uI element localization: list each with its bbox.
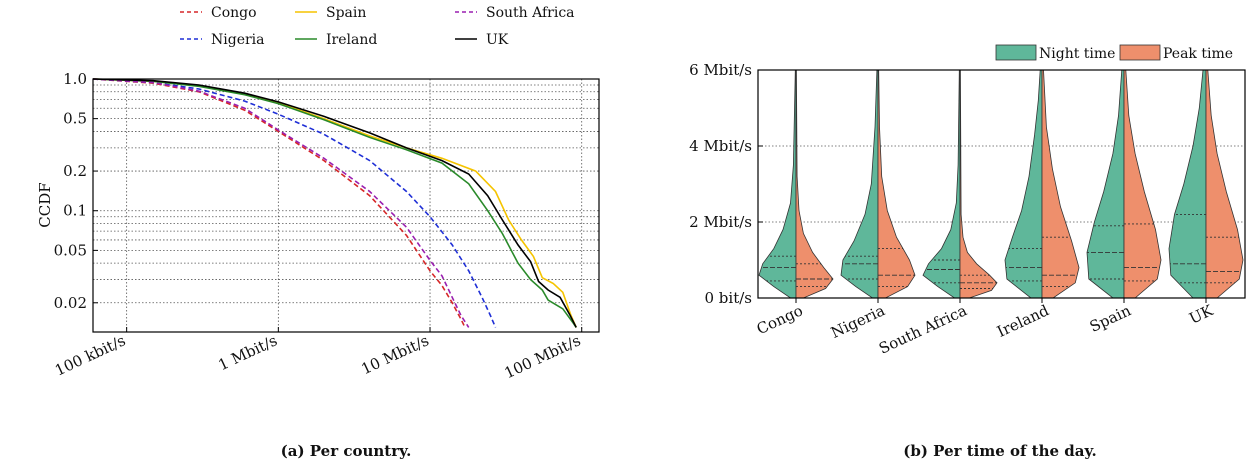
legend-label-night-time: Night time [1039,46,1115,62]
ccdf-y-tick-label: 0.05 [54,241,87,259]
legend-swatch-night-time [995,44,1037,61]
ccdf-chart: 1.0 0.5 0.2 0.1 0.05 0.02 100 kbit/s 1 Mbit/s 10… [36,5,600,382]
violin-night-time-south-africa [922,69,961,299]
violin-x-tick-label: UK [1186,301,1216,328]
violin-x-tick-label: South Africa [876,301,970,357]
ccdf-y-tick-label: 0.5 [63,110,87,128]
violin-y-tick-label: 2 Mbit/s [689,213,752,231]
ccdf-line-ireland [92,78,577,328]
ccdf-y-axis-label: CCDF [36,182,54,227]
ccdf-y-tick-label: 0.02 [54,294,87,312]
ccdf-x-tick-label: 100 kbit/s [52,331,128,379]
ccdf-line-south-africa [92,78,470,328]
legend-label-south-africa: South Africa [486,5,575,21]
caption-a: (a) Per country. [281,442,412,460]
ccdf-y-tick-label: 0.2 [63,162,87,180]
legend-label-ireland: Ireland [326,32,377,48]
violin-peak-time-spain [1123,69,1162,299]
ccdf-legend: Congo Nigeria Spain Ireland South Africa UK [180,5,575,48]
violin-x-tick-label: Nigeria [828,301,888,342]
violin-x-tick-label: Congo [754,301,806,338]
legend-swatch-peak-time [1119,44,1161,61]
violin-y-tick-label: 6 Mbit/s [689,61,752,79]
ccdf-y-tick-label: 0.1 [63,202,87,220]
violin-night-time-spain [1086,69,1125,299]
violin-x-tick-label: Spain [1087,301,1134,336]
ccdf-y-tick-label: 1.0 [63,70,87,88]
legend-label-peak-time: Peak time [1163,46,1233,62]
violin-peak-time-ireland [1041,69,1080,299]
ccdf-series-lines [92,78,577,328]
violin-grid [758,145,1245,223]
ccdf-x-tick-label: 100 Mbit/s [502,331,584,382]
legend-label-nigeria: Nigeria [211,32,265,48]
caption-b: (b) Per time of the day. [903,442,1096,460]
legend-label-spain: Spain [326,5,366,21]
violin-y-tick-label: 4 Mbit/s [689,137,752,155]
ccdf-x-tick-label: 1 Mbit/s [215,331,280,374]
violin-x-tick-label: Ireland [994,301,1052,341]
violin-peak-time-south-africa [959,69,998,299]
ccdf-line-congo [92,78,466,328]
ccdf-line-spain [92,78,577,328]
violin-chart: 0 bit/s 2 Mbit/s 4 Mbit/s 6 Mbit/s Congo Nige… [689,44,1246,358]
violin-legend: Night time Peak time [995,44,1233,62]
ccdf-x-tick-label: 10 Mbit/s [358,331,431,378]
violin-y-tick-label: 0 bit/s [705,289,753,307]
legend-label-congo: Congo [211,5,257,21]
violin-shapes [758,69,1244,299]
violin-peak-time-nigeria [877,69,916,299]
ccdf-line-uk [92,78,577,328]
violin-peak-time-uk [1205,69,1244,299]
violin-night-time-ireland [1004,69,1043,299]
ccdf-grid [93,79,599,332]
ccdf-plot-frame [92,78,600,333]
violin-night-time-congo [758,69,797,299]
ccdf-line-nigeria [92,78,497,328]
violin-plot-frame [757,69,1246,299]
legend-label-uk: UK [486,32,509,48]
